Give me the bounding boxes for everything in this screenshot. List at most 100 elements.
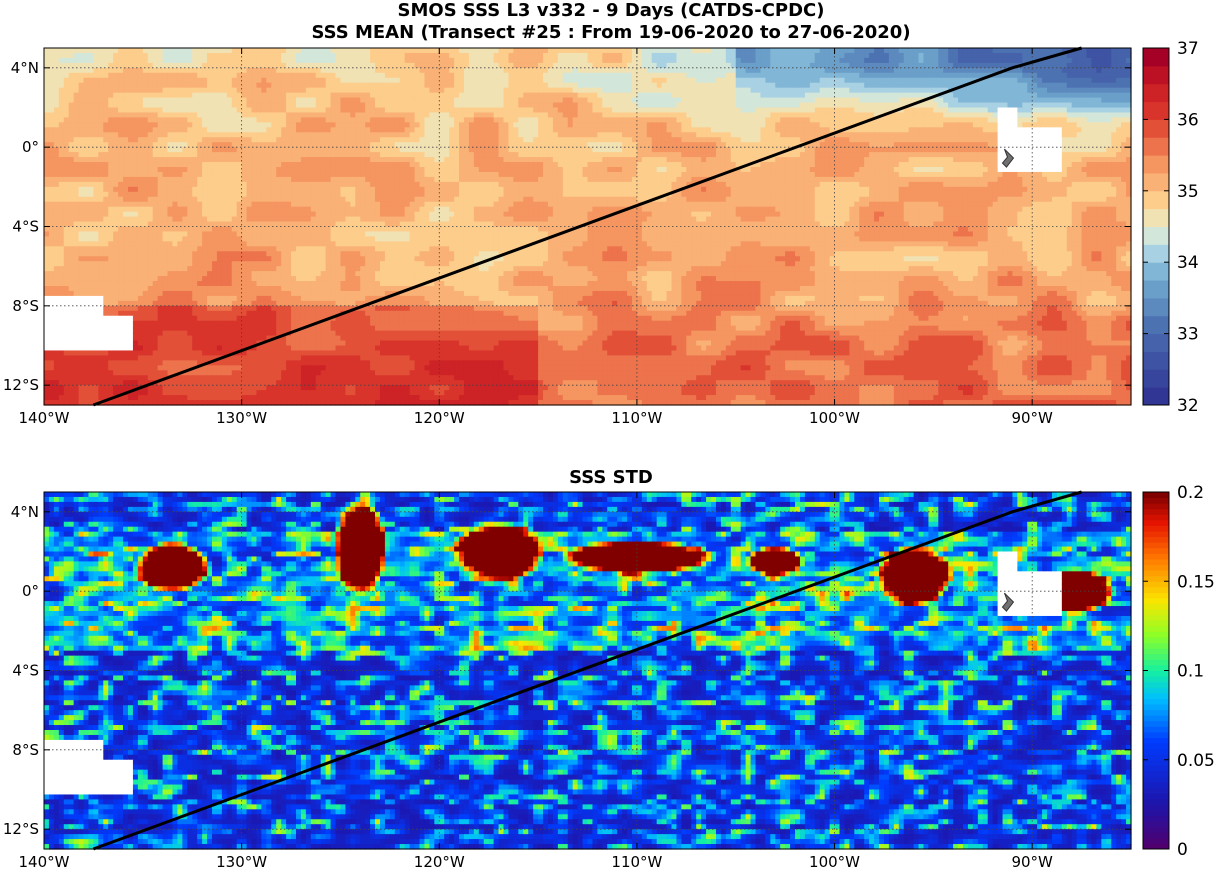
heatmap-cell: [1101, 102, 1107, 109]
heatmap-cell: [686, 72, 692, 79]
heatmap-cell: [459, 77, 465, 84]
heatmap-cell: [132, 122, 139, 128]
heatmap-cell: [226, 117, 233, 123]
heatmap-cell: [409, 62, 416, 69]
heatmap-cell: [958, 72, 964, 79]
heatmap-cell: [523, 107, 529, 114]
heatmap-cell: [454, 152, 460, 158]
heatmap-cell: [943, 57, 949, 64]
heatmap-cell: [686, 97, 692, 104]
heatmap-cell: [799, 48, 806, 54]
heatmap-cell: [137, 62, 144, 69]
heatmap-cell: [547, 112, 554, 119]
heatmap-cell: [701, 112, 707, 119]
heatmap-cell: [814, 77, 821, 84]
heatmap-cell: [987, 137, 994, 143]
heatmap-cell: [360, 48, 366, 54]
heatmap-cell: [849, 72, 855, 79]
heatmap-cell: [770, 48, 776, 54]
heatmap-cell: [602, 72, 608, 79]
heatmap-cell: [1047, 152, 1053, 158]
heatmap-cell: [1007, 87, 1014, 94]
heatmap-cell: [310, 97, 317, 104]
heatmap-cell: [627, 147, 633, 153]
heatmap-cell: [963, 67, 969, 74]
heatmap-cell: [459, 112, 465, 119]
heatmap-cell: [216, 77, 223, 84]
heatmap-cell: [449, 137, 455, 143]
heatmap-cell: [192, 107, 198, 114]
heatmap-cell: [513, 137, 519, 143]
heatmap-cell: [617, 137, 623, 143]
heatmap-cell: [409, 82, 416, 89]
heatmap-cell: [256, 97, 262, 104]
heatmap-cell: [1106, 127, 1112, 133]
heatmap-cell: [849, 52, 855, 59]
heatmap-cell: [226, 112, 233, 119]
heatmap-cell: [656, 147, 663, 153]
heatmap-cell: [523, 87, 529, 94]
heatmap-cell: [468, 77, 475, 84]
heatmap-cell: [177, 122, 183, 128]
heatmap-cell: [1121, 112, 1127, 119]
heatmap-cell: [740, 137, 747, 143]
heatmap-cell: [1081, 62, 1088, 69]
heatmap-cell: [414, 142, 421, 148]
heatmap-cell: [281, 67, 287, 74]
heatmap-cell: [340, 122, 346, 128]
heatmap-cell: [108, 147, 114, 153]
heatmap-cell: [246, 127, 253, 133]
heatmap-cell: [948, 127, 954, 133]
heatmap-cell: [785, 82, 791, 89]
heatmap-cell: [552, 152, 559, 158]
heatmap-cell: [216, 157, 223, 163]
heatmap-cell: [958, 67, 964, 74]
heatmap-cell: [444, 142, 450, 148]
heatmap-cell: [829, 97, 836, 104]
heatmap-cell: [592, 67, 598, 74]
heatmap-cell: [1096, 107, 1102, 114]
heatmap-cell: [1042, 67, 1048, 74]
heatmap-cell: [291, 77, 297, 84]
heatmap-cell: [310, 87, 317, 94]
heatmap-cell: [888, 142, 895, 148]
heatmap-cell: [577, 62, 584, 69]
heatmap-cell: [913, 82, 920, 89]
heatmap-cell: [859, 62, 865, 69]
heatmap-cell: [1126, 107, 1132, 114]
heatmap-cell: [365, 82, 371, 89]
heatmap-cell: [1037, 67, 1043, 74]
heatmap-cell: [1061, 142, 1068, 148]
heatmap-cell: [370, 112, 376, 119]
heatmap-cell: [73, 97, 80, 104]
heatmap-cell: [829, 112, 836, 119]
heatmap-cell: [483, 137, 490, 143]
heatmap-cell: [587, 87, 594, 94]
heatmap-cell: [1056, 62, 1063, 69]
heatmap-cell: [730, 87, 737, 94]
heatmap-cell: [760, 67, 766, 74]
heatmap-cell: [251, 57, 258, 64]
heatmap-cell: [1066, 147, 1073, 153]
heatmap-cell: [696, 112, 702, 119]
heatmap-cell: [286, 82, 292, 89]
heatmap-cell: [1076, 57, 1083, 64]
heatmap-cell: [849, 137, 855, 143]
heatmap-cell: [350, 152, 356, 158]
heatmap-cell: [157, 102, 164, 109]
heatmap-cell: [646, 157, 653, 163]
heatmap-cell: [78, 112, 85, 119]
heatmap-cell: [1056, 92, 1063, 99]
heatmap-cell: [760, 122, 766, 128]
heatmap-cell: [325, 102, 332, 109]
heatmap-cell: [419, 62, 426, 69]
heatmap-cell: [814, 112, 821, 119]
heatmap-cell: [414, 57, 421, 64]
heatmap-cell: [893, 52, 900, 59]
heatmap-cell: [755, 92, 762, 99]
heatmap-cell: [795, 72, 801, 79]
heatmap-cell: [849, 142, 855, 148]
heatmap-cell: [83, 57, 90, 64]
heatmap-cell: [562, 107, 569, 114]
heatmap-cell: [162, 48, 169, 54]
